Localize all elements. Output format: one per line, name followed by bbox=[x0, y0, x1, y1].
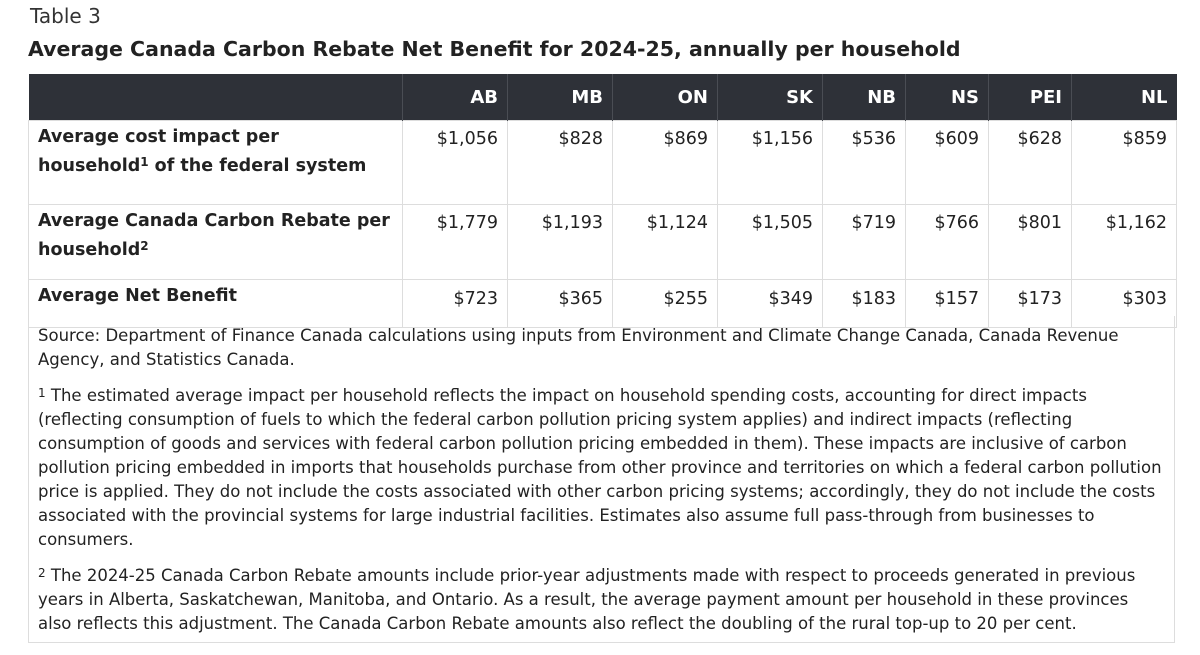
cell-nb: $183 bbox=[822, 279, 906, 328]
row-label: Average Canada Carbon Rebate per househo… bbox=[28, 204, 403, 280]
cell-sk: $1,156 bbox=[717, 120, 823, 205]
benefit-table: AB MB ON SK NB NS PEI NL Average cost im… bbox=[28, 74, 1177, 328]
cell-ab: $1,779 bbox=[402, 204, 508, 280]
cell-sk: $1,505 bbox=[717, 204, 823, 280]
cell-ab: $1,056 bbox=[402, 120, 508, 205]
cell-mb: $828 bbox=[507, 120, 613, 205]
cell-nb: $719 bbox=[822, 204, 906, 280]
header-cell-ab: AB bbox=[402, 74, 508, 121]
header-cell-empty bbox=[28, 74, 403, 121]
footnote-1: 1 The estimated average impact per house… bbox=[38, 384, 1164, 552]
cell-pei: $628 bbox=[988, 120, 1072, 205]
cell-ns: $157 bbox=[905, 279, 989, 328]
cell-nb: $536 bbox=[822, 120, 906, 205]
footnote-text: The 2024-25 Canada Carbon Rebate amounts… bbox=[38, 566, 1136, 633]
cell-sk: $349 bbox=[717, 279, 823, 328]
cell-on: $869 bbox=[612, 120, 718, 205]
footnote-ref: 2 bbox=[140, 239, 149, 253]
table-label: Table 3 bbox=[30, 4, 101, 28]
header-cell-nb: NB bbox=[822, 74, 906, 121]
cell-mb: $365 bbox=[507, 279, 613, 328]
cell-pei: $801 bbox=[988, 204, 1072, 280]
row-label-text: Average Net Benefit bbox=[38, 286, 237, 306]
cell-nl: $1,162 bbox=[1071, 204, 1177, 280]
row-label: Average Net Benefit bbox=[28, 279, 403, 328]
table-notes: Source: Department of Finance Canada cal… bbox=[28, 316, 1175, 643]
cell-nl: $859 bbox=[1071, 120, 1177, 205]
row-label-rest: of the federal system bbox=[148, 156, 367, 176]
source-note: Source: Department of Finance Canada cal… bbox=[38, 326, 1119, 369]
footnote-2: 2 The 2024-25 Canada Carbon Rebate amoun… bbox=[38, 564, 1164, 636]
table-row: Average Net Benefit $723 $365 $255 $349 … bbox=[28, 279, 1177, 328]
cell-on: $1,124 bbox=[612, 204, 718, 280]
footnote-marker: 2 bbox=[38, 566, 46, 580]
cell-ab: $723 bbox=[402, 279, 508, 328]
header-cell-mb: MB bbox=[507, 74, 613, 121]
row-label: Average cost impact per household1 of th… bbox=[28, 120, 403, 205]
footnote-ref: 1 bbox=[140, 155, 149, 169]
header-cell-nl: NL bbox=[1071, 74, 1177, 121]
table-title: Average Canada Carbon Rebate Net Benefit… bbox=[28, 37, 961, 61]
header-cell-sk: SK bbox=[717, 74, 823, 121]
row-label-text: Average cost impact per household bbox=[38, 127, 279, 176]
cell-mb: $1,193 bbox=[507, 204, 613, 280]
cell-nl: $303 bbox=[1071, 279, 1177, 328]
cell-pei: $173 bbox=[988, 279, 1072, 328]
footnote-marker: 1 bbox=[38, 386, 46, 400]
header-cell-on: ON bbox=[612, 74, 718, 121]
footnote-text: The estimated average impact per househo… bbox=[38, 386, 1162, 549]
table-header-row: AB MB ON SK NB NS PEI NL bbox=[28, 74, 1177, 121]
header-cell-pei: PEI bbox=[988, 74, 1072, 121]
table-row: Average cost impact per household1 of th… bbox=[28, 120, 1177, 205]
row-label-text: Average Canada Carbon Rebate per househo… bbox=[38, 211, 390, 260]
table-row: Average Canada Carbon Rebate per househo… bbox=[28, 204, 1177, 280]
cell-ns: $766 bbox=[905, 204, 989, 280]
header-cell-ns: NS bbox=[905, 74, 989, 121]
cell-ns: $609 bbox=[905, 120, 989, 205]
